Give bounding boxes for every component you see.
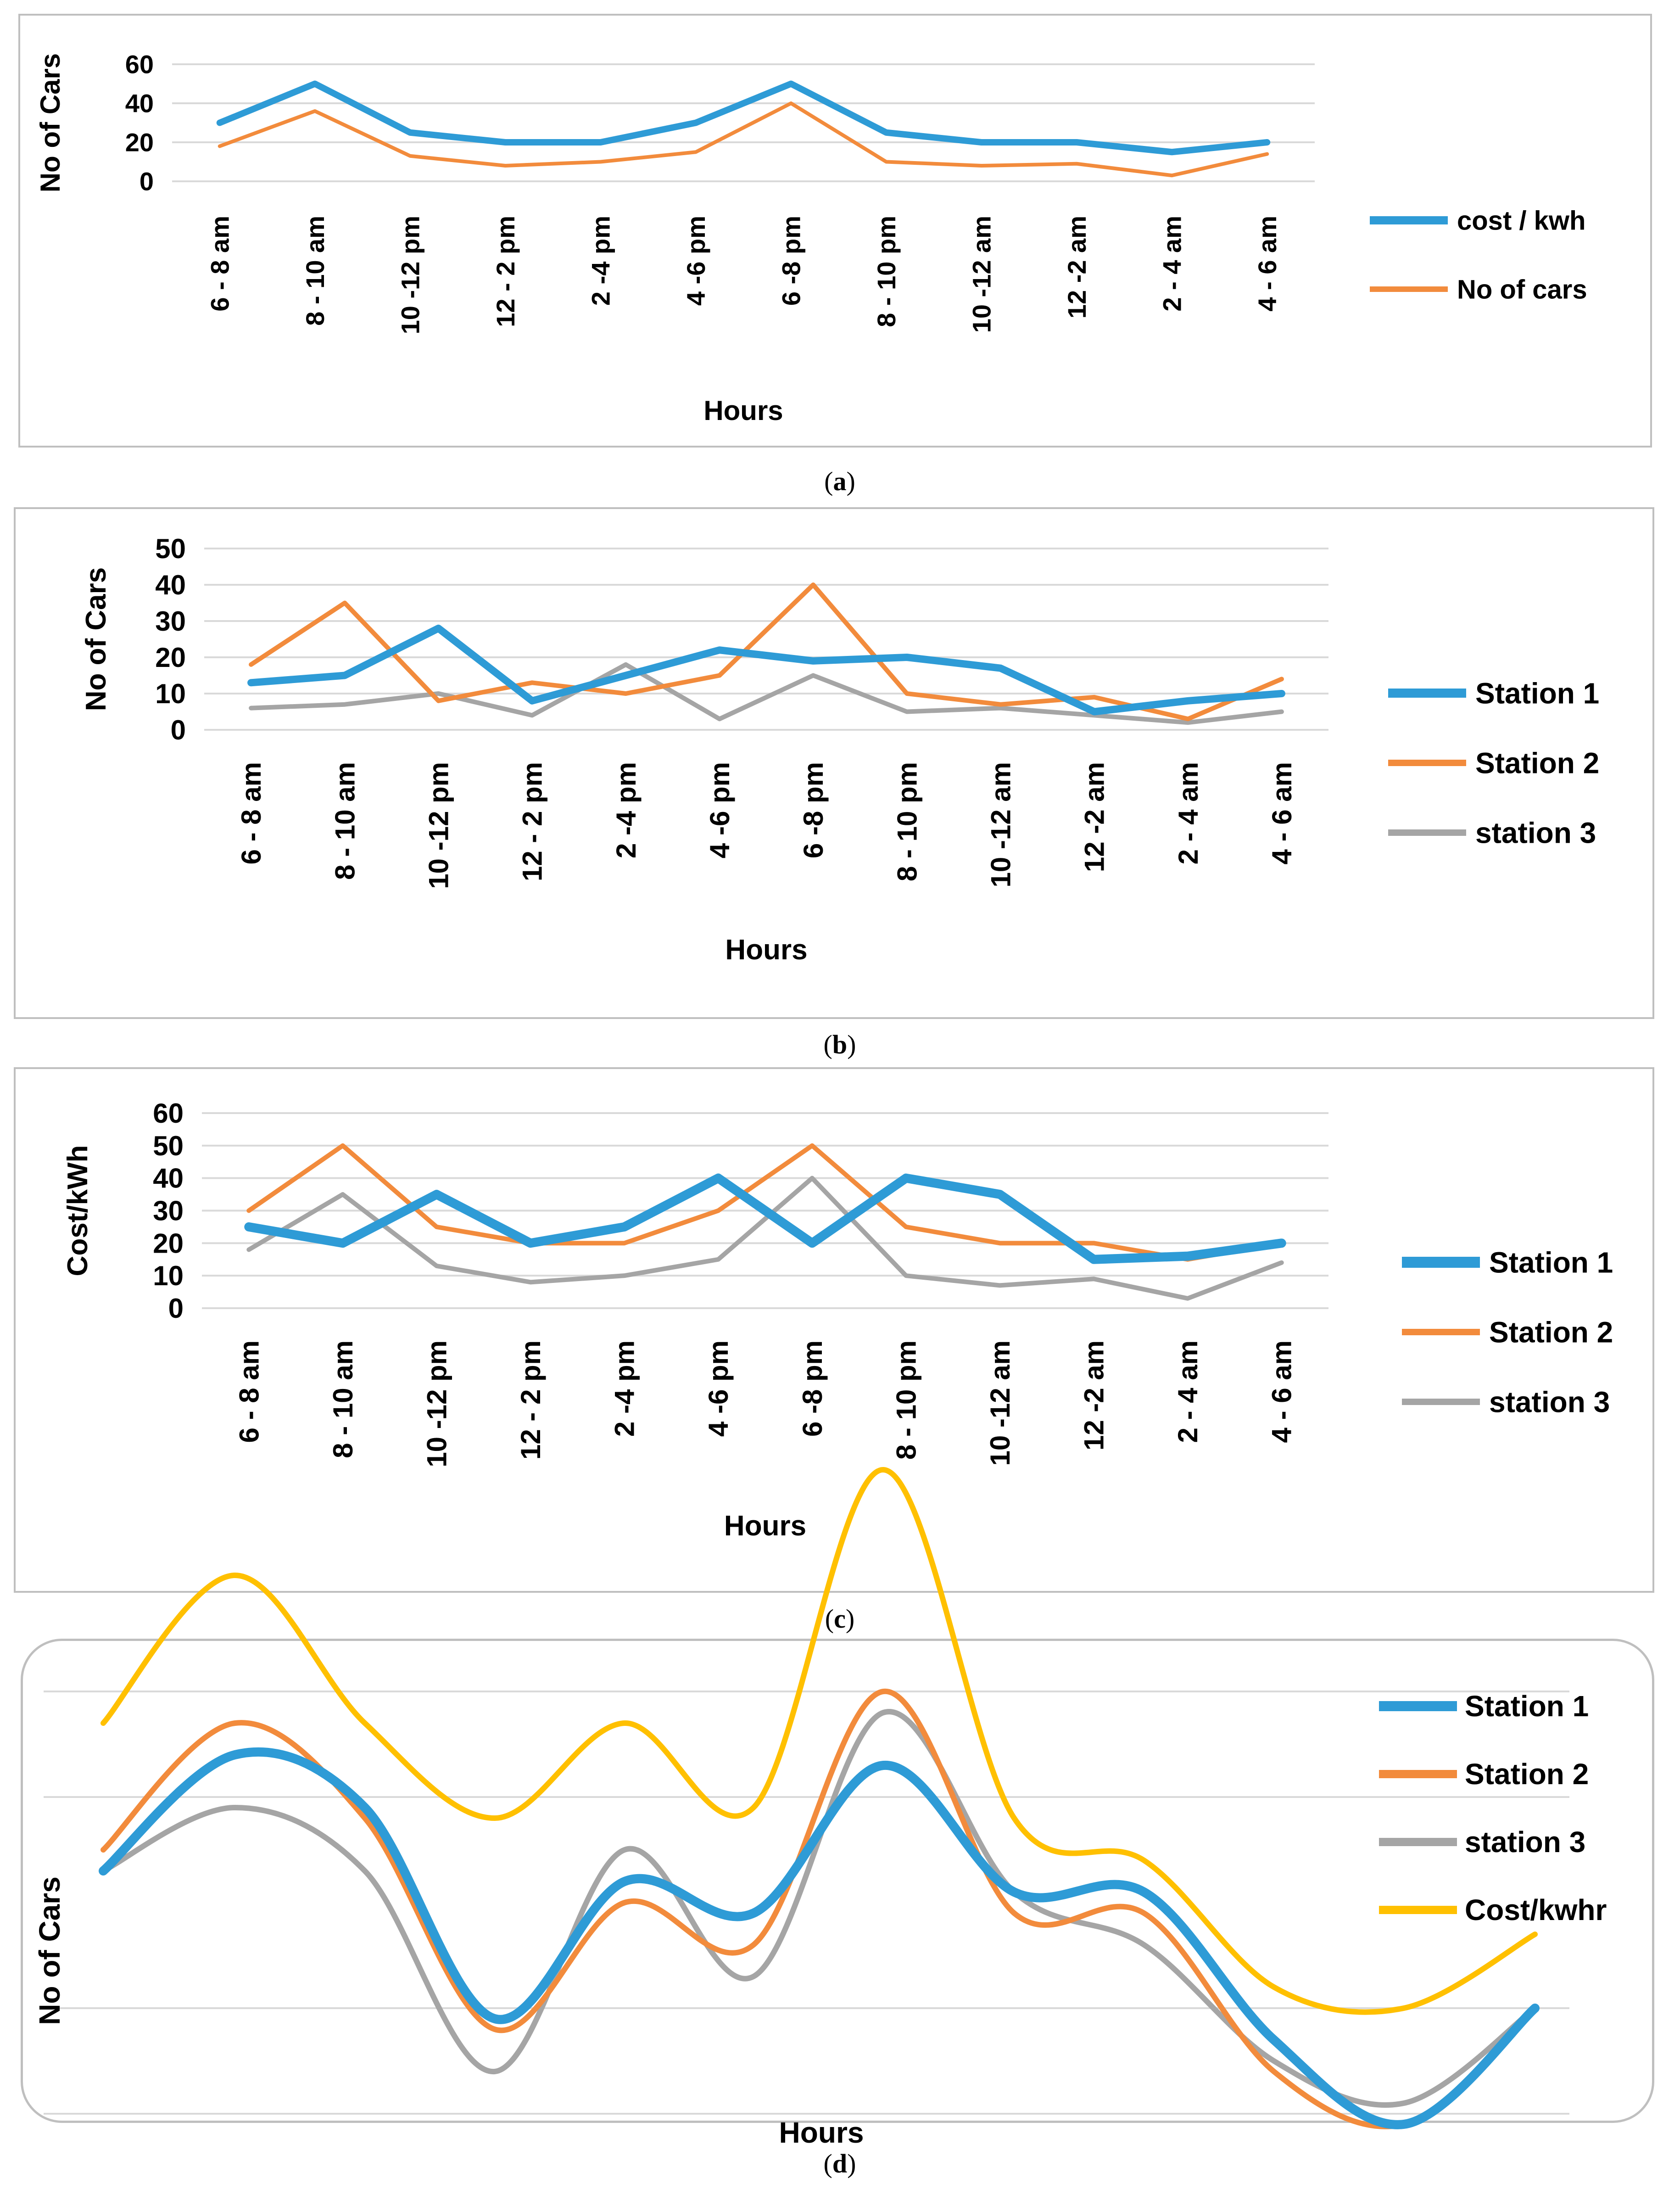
series-line-a-0: [216, 80, 1271, 156]
x-tick-label-c-4: 2 -4 pm: [609, 1340, 640, 1437]
y-axis-label-b: No of Cars: [80, 567, 112, 711]
x-axis-label-d: Hours: [779, 2116, 864, 2149]
x-tick-label-b-7: 8 - 10 pm: [892, 762, 922, 881]
x-tick-label-c-11: 4 - 6 am: [1267, 1340, 1297, 1443]
y-tick-label-b-20: 20: [155, 642, 186, 673]
y-axis-label-c: Cost/kWh: [62, 1145, 94, 1277]
caption-c: (c): [825, 1604, 855, 1634]
x-tick-label-a-6: 6 -8 pm: [776, 216, 805, 306]
legend-label-b-1: Station 2: [1475, 746, 1599, 779]
y-tick-label-c-60: 60: [153, 1098, 184, 1129]
x-tick-label-c-6: 6 -8 pm: [797, 1340, 828, 1437]
x-tick-label-c-1: 8 - 10 am: [328, 1340, 358, 1458]
x-tick-label-c-8: 10 -12 am: [985, 1340, 1016, 1466]
y-tick-label-c-20: 20: [153, 1228, 184, 1259]
legend-label-a-1: No of cars: [1457, 274, 1587, 304]
x-tick-label-c-10: 2 - 4 am: [1172, 1340, 1203, 1443]
caption-a: (a): [824, 466, 855, 496]
x-tick-label-c-0: 6 - 8 am: [234, 1340, 264, 1443]
x-tick-label-b-6: 6 -8 pm: [798, 762, 829, 858]
x-tick-label-b-3: 12 - 2 pm: [517, 762, 548, 881]
series-line-b-2: [249, 662, 1284, 725]
series-line-d-2: [100, 1709, 1538, 2108]
x-tick-label-a-7: 8 - 10 pm: [872, 216, 901, 327]
x-tick-label-b-1: 8 - 10 am: [329, 762, 360, 880]
legend-label-d-2: station 3: [1465, 1825, 1585, 1859]
x-axis-label-c: Hours: [724, 1510, 806, 1542]
caption-d: (d): [823, 2149, 856, 2178]
y-tick-label-b-30: 30: [155, 606, 186, 637]
y-tick-label-c-0: 0: [168, 1293, 184, 1324]
x-tick-label-a-3: 12 - 2 pm: [491, 216, 520, 327]
series-line-d-1: [100, 1688, 1538, 2129]
legend-label-b-0: Station 1: [1475, 677, 1599, 710]
legend-label-a-0: cost / kwh: [1457, 206, 1585, 235]
series-line-c-2: [246, 1176, 1284, 1301]
x-tick-label-a-0: 6 - 8 am: [205, 216, 234, 312]
x-tick-label-b-9: 12 -2 am: [1079, 762, 1110, 872]
y-tick-label-a-40: 40: [125, 89, 154, 118]
series-line-c-0: [244, 1173, 1286, 1264]
x-tick-label-b-2: 10 -12 pm: [423, 762, 454, 889]
series-line-b-0: [247, 624, 1285, 716]
caption-b: (b): [823, 1030, 856, 1059]
y-axis-label-a: No of Cars: [35, 53, 66, 192]
x-tick-label-b-4: 2 -4 pm: [611, 762, 642, 858]
x-axis-label-b: Hours: [725, 934, 807, 966]
y-tick-label-b-40: 40: [155, 570, 186, 600]
x-tick-label-c-9: 12 -2 am: [1079, 1340, 1110, 1450]
series-line-d-3: [100, 1467, 1538, 2015]
chart-panel-d: [21, 1639, 1654, 2123]
legend-label-d-3: Cost/kwhr: [1465, 1893, 1607, 1926]
caption-c-letter: c: [834, 1604, 846, 1634]
y-tick-label-b-50: 50: [155, 533, 186, 564]
x-tick-label-b-5: 4 -6 pm: [704, 762, 735, 858]
series-line-d-0: [99, 1747, 1540, 2129]
x-tick-label-a-1: 8 - 10 am: [301, 216, 329, 326]
y-tick-label-c-50: 50: [153, 1131, 184, 1161]
chart-panel-b: [14, 507, 1654, 1019]
x-tick-label-a-11: 4 - 6 am: [1253, 216, 1282, 312]
series-line-b-1: [249, 582, 1284, 722]
y-tick-label-c-10: 10: [153, 1260, 184, 1291]
chart-panel-a: [18, 14, 1652, 448]
y-tick-label-c-40: 40: [153, 1163, 184, 1194]
x-tick-label-a-10: 2 - 4 am: [1157, 216, 1186, 312]
x-axis-label-a: Hours: [703, 395, 783, 426]
caption-a-letter: a: [833, 466, 847, 496]
x-tick-label-b-10: 2 - 4 am: [1173, 762, 1204, 864]
y-tick-label-a-0: 0: [140, 167, 154, 196]
x-tick-label-c-5: 4 -6 pm: [703, 1340, 734, 1437]
x-tick-label-a-5: 4 -6 pm: [681, 216, 710, 306]
legend-label-c-0: Station 1: [1489, 1246, 1613, 1279]
y-axis-label-d: No of Cars: [33, 1876, 66, 2025]
x-tick-label-b-0: 6 - 8 am: [236, 762, 267, 864]
x-tick-label-a-4: 2 -4 pm: [586, 216, 615, 306]
x-tick-label-c-2: 10 -12 pm: [421, 1340, 452, 1467]
y-tick-label-b-0: 0: [171, 715, 186, 745]
legend-label-c-2: station 3: [1489, 1385, 1610, 1418]
legend-label-c-1: Station 2: [1489, 1316, 1613, 1349]
x-tick-label-c-3: 12 - 2 pm: [515, 1340, 546, 1460]
x-tick-label-b-11: 4 - 6 am: [1267, 762, 1297, 864]
x-tick-label-a-2: 10 -12 pm: [396, 216, 424, 334]
legend-label-d-0: Station 1: [1465, 1690, 1589, 1723]
x-tick-label-b-8: 10 -12 am: [985, 762, 1016, 888]
chart-panel-c: [14, 1067, 1654, 1593]
x-tick-label-a-8: 10 -12 am: [967, 216, 996, 333]
y-tick-label-a-60: 60: [125, 50, 154, 79]
caption-d-letter: d: [832, 2149, 848, 2178]
legend-label-d-1: Station 2: [1465, 1758, 1589, 1791]
y-tick-label-c-30: 30: [153, 1196, 184, 1226]
caption-b-letter: b: [832, 1030, 848, 1059]
series-line-c-1: [246, 1143, 1284, 1262]
x-tick-label-a-9: 12 -2 am: [1062, 216, 1091, 319]
legend-label-b-2: station 3: [1475, 816, 1596, 849]
series-line-a-1: [218, 101, 1269, 178]
y-tick-label-b-10: 10: [155, 678, 186, 709]
x-tick-label-c-7: 8 - 10 pm: [891, 1340, 921, 1460]
y-tick-label-a-20: 20: [125, 128, 154, 157]
